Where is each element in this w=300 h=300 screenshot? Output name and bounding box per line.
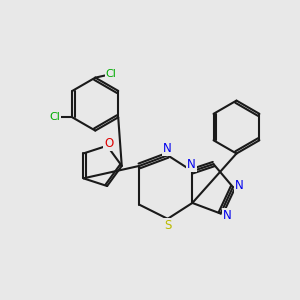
Text: O: O bbox=[104, 137, 113, 151]
Text: Cl: Cl bbox=[49, 112, 60, 122]
Text: Cl: Cl bbox=[106, 69, 117, 79]
Text: N: N bbox=[187, 158, 196, 171]
Text: N: N bbox=[223, 209, 231, 222]
Text: N: N bbox=[163, 142, 172, 155]
Text: N: N bbox=[235, 179, 244, 192]
Text: S: S bbox=[164, 219, 171, 232]
